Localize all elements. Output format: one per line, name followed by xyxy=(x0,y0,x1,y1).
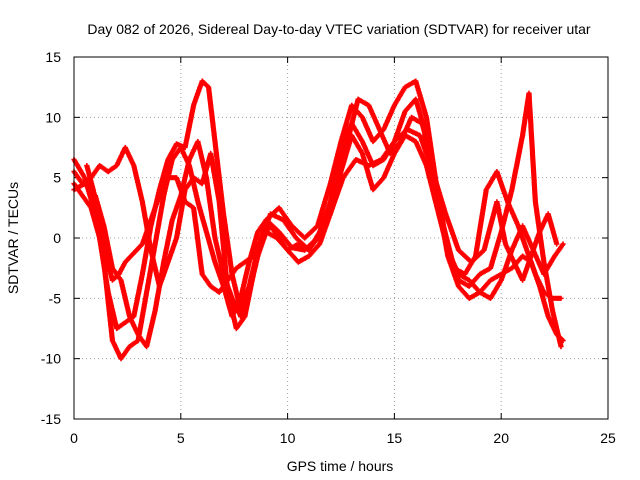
x-tick-label: 10 xyxy=(280,430,296,446)
y-axis-label: SDTVAR / TECUs xyxy=(5,182,21,294)
series-track-5 xyxy=(84,126,560,295)
chart-title: Day 082 of 2026, Sidereal Day-to-day VTE… xyxy=(87,21,591,37)
x-tick-label: 5 xyxy=(177,430,185,446)
series-layer xyxy=(71,78,566,362)
x-tick-label: 25 xyxy=(600,430,616,446)
x-tick-label: 20 xyxy=(493,430,509,446)
tick-labels: 0 5 10 15 20 25 15 10 5 0 -5 -10 -15 xyxy=(41,49,616,446)
x-axis-label: GPS time / hours xyxy=(287,458,394,474)
x-tick-label: 15 xyxy=(387,430,403,446)
y-tick-label: -10 xyxy=(41,351,61,367)
plot-frame xyxy=(73,56,609,420)
y-tick-label: 5 xyxy=(53,170,61,186)
y-tick-label: -5 xyxy=(49,290,62,306)
y-tick-label: -15 xyxy=(41,411,61,427)
y-tick-label: 0 xyxy=(53,230,61,246)
x-tick-label: 0 xyxy=(70,430,78,446)
y-tick-label: 10 xyxy=(45,109,61,125)
y-tick-label: 15 xyxy=(45,49,61,65)
